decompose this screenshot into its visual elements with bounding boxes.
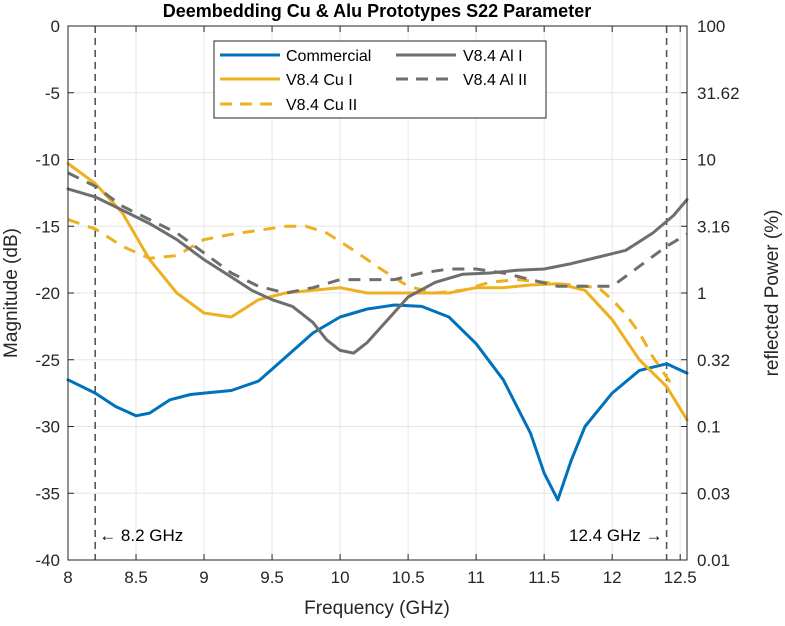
series-line-commercial — [66, 303, 689, 502]
y-tick-label: -20 — [35, 284, 60, 303]
legend: Commercial V8.4 Cu I V8.4 Cu II V8.4 Al … — [213, 40, 547, 119]
y-tick-label: -35 — [35, 484, 60, 503]
y-tick-label: 0 — [51, 17, 60, 36]
y2-tick-label: 31.62 — [697, 84, 740, 103]
legend-label-al-i: V8.4 Al I — [463, 48, 523, 65]
marker-label-1: 12.4 GHz → — [569, 526, 663, 545]
y-tick-label: -30 — [35, 418, 60, 437]
x-tick-label: 8 — [63, 568, 72, 587]
x-tick-label: 9 — [199, 568, 208, 587]
y2-tick-label: 1 — [697, 284, 706, 303]
y-tick-label: -5 — [45, 84, 60, 103]
x-tick-label: 11.5 — [528, 568, 560, 587]
x-tick-label: 10.5 — [392, 568, 425, 587]
y-tick-label: -25 — [35, 351, 60, 370]
x-axis-label: Frequency (GHz) — [304, 598, 450, 619]
series-line-v8-4-al-ii — [67, 171, 688, 295]
legend-label-al-ii: V8.4 Al II — [463, 72, 527, 89]
y2-axis-label: reflected Power (%) — [762, 210, 783, 377]
y-tick-label: -15 — [35, 217, 60, 236]
series-line-v8-4-cu-ii — [67, 218, 675, 388]
series-group — [66, 162, 689, 502]
y2-tick-label: 100 — [697, 17, 725, 36]
x-tick-label: 11 — [467, 568, 485, 587]
legend-label-commercial: Commercial — [286, 48, 371, 65]
y2-tick-label: 3.16 — [697, 217, 730, 236]
y2-tick-label: 0.01 — [697, 551, 730, 570]
y-tick-label: -10 — [35, 151, 60, 170]
chart-title: Deembedding Cu & Alu Prototypes S22 Para… — [163, 1, 591, 21]
y-tick-label: -40 — [35, 551, 60, 570]
marker-label-0: ← 8.2 GHz — [99, 526, 183, 545]
x-tick-label: 9.5 — [260, 568, 284, 587]
y2-tick-label: 10 — [697, 151, 716, 170]
series-line-v8-4-al-i — [66, 187, 689, 355]
x-tick-label: 12 — [603, 568, 622, 587]
x-tick-label: 10 — [331, 568, 350, 587]
y2-tick-label: 0.32 — [697, 351, 730, 370]
legend-label-cu-ii: V8.4 Cu II — [286, 97, 357, 114]
x-tick-label: 12.5 — [664, 568, 697, 587]
y2-tick-label: 0.03 — [697, 484, 730, 503]
legend-label-cu-i: V8.4 Cu I — [286, 72, 353, 89]
y-axis-label: Magnitude (dB) — [1, 228, 22, 358]
x-tick-label: 8.5 — [124, 568, 148, 587]
y2-tick-label: 0.1 — [697, 418, 721, 437]
ticks: 8 8.5 9 9.5 10 10.5 11 11.5 12 12.5 0 100 -5 31.62 -10… — [35, 17, 739, 587]
series-line-v8-4-cu-i — [66, 162, 689, 422]
vertical-markers: ← 8.2 GHz 12.4 GHz → — [94, 26, 668, 560]
